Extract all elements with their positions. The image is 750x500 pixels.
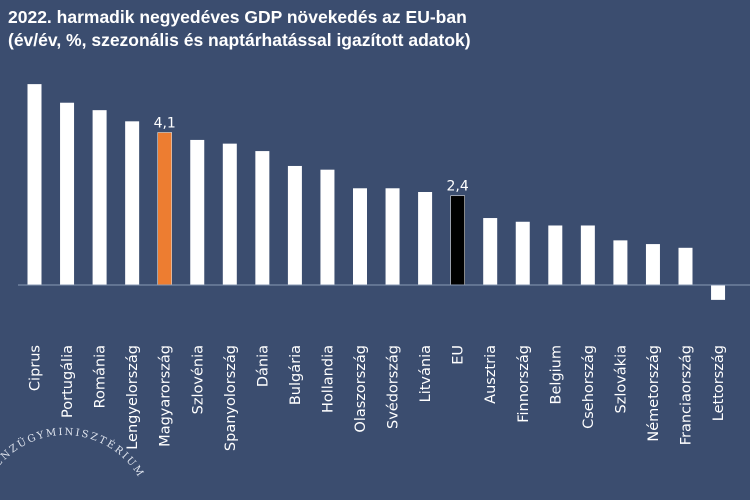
bar-Ciprus [27, 84, 42, 286]
category-label: Spanyolország [223, 345, 239, 451]
category-label: Szlovákia [613, 345, 629, 414]
bar-Spanyolország [222, 143, 237, 285]
chart-title: 2022. harmadik negyedéves GDP növekedés … [8, 6, 471, 52]
category-label: Litvánia [418, 345, 434, 402]
category-label: Lengyelország [125, 345, 141, 450]
bar-Magyarország [157, 132, 172, 286]
bar-Szlovénia [190, 139, 205, 285]
title-line: 2022. harmadik negyedéves GDP növekedés … [8, 7, 467, 27]
bar-Dánia [255, 151, 270, 285]
data-label: 4,1 [154, 115, 176, 131]
bar-Ausztria [483, 218, 498, 285]
category-label: Bulgária [288, 345, 304, 405]
data-label: 2,4 [447, 179, 469, 195]
category-label: Finnország [516, 345, 532, 423]
category-label: Franciaország [679, 345, 695, 445]
bar-Lengyelország [125, 121, 140, 285]
bar-Csehország [580, 225, 595, 285]
bar-Belgium [548, 225, 563, 285]
bar-Litvánia [418, 192, 433, 285]
category-label: Belgium [548, 345, 564, 404]
category-label: Csehország [581, 345, 597, 429]
bar-Románia [92, 110, 107, 285]
subtitle-line: (év/év, %, szezonális és naptárhatással … [8, 30, 471, 50]
bar-Bulgária [287, 165, 302, 285]
bar-Olaszország [353, 188, 367, 285]
category-label: Ausztria [483, 345, 499, 404]
bar-Lettország [711, 285, 726, 300]
category-label: Magyarország [158, 345, 174, 447]
category-label: Svédország [386, 345, 402, 429]
bar-Finnország [515, 221, 530, 285]
category-label: Németország [646, 345, 662, 442]
bar-EU [450, 195, 465, 286]
category-label: Portugália [60, 345, 76, 418]
bar-Svédország [385, 188, 400, 285]
category-label: Ciprus [28, 345, 44, 391]
category-label: Lettország [711, 345, 727, 421]
category-label: Szlovénia [190, 345, 206, 414]
bar-Portugália [60, 102, 75, 285]
bar-Németország [645, 244, 660, 285]
logo-arc [10, 454, 120, 500]
category-label: Hollandia [320, 345, 336, 413]
bar-Szlovákia [613, 240, 628, 285]
category-label: Olaszország [353, 345, 369, 433]
category-label: Románia [93, 345, 109, 408]
bar-Hollandia [320, 169, 335, 285]
category-label: Dánia [255, 345, 271, 387]
category-label: EU [451, 345, 467, 365]
bar-Franciaország [678, 247, 693, 285]
